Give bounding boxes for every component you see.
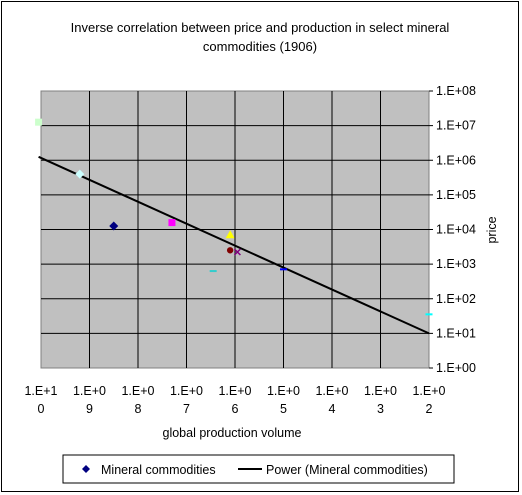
data-points (35, 118, 433, 316)
data-point-x (233, 248, 241, 256)
trendline (38, 155, 430, 335)
data-point-triangle (225, 230, 235, 239)
y-tick-label: 1.E+04 (436, 223, 476, 237)
data-point-diamond (75, 169, 85, 179)
x-tick-label-bottom: 2 (426, 402, 433, 416)
y-tick-label: 1.E+03 (436, 257, 476, 271)
legend-trend-label: Power (Mineral commodities) (266, 463, 428, 477)
y-axis-title: price (485, 216, 499, 243)
y-axis-ticks: 1.E+08 1.E+07 1.E+06 1.E+05 1.E+04 1.E+03 1.E+… (429, 84, 476, 375)
y-tick-label: 1.E+06 (436, 153, 476, 167)
x-tick-label-bottom: 7 (183, 402, 190, 416)
data-point-dash (425, 313, 433, 316)
y-tick-label: 1.E+05 (436, 188, 476, 202)
data-point-dash (209, 270, 217, 273)
x-tick-label-bottom: 4 (329, 402, 336, 416)
x-tick-label-bottom: 6 (232, 402, 239, 416)
trendline-group (38, 155, 430, 335)
x-tick-label-top: 1.E+0 (73, 384, 106, 398)
x-tick-label-top: 1.E+0 (218, 384, 251, 398)
chart-title-line-1: Inverse correlation between price and pr… (71, 20, 450, 35)
data-point-square (35, 118, 43, 126)
chart-title-line-2: commodities (1906) (203, 39, 317, 54)
x-tick-label-top: 1.E+0 (121, 384, 154, 398)
x-tick-label-bottom: 9 (86, 402, 93, 416)
x-tick-label-top: 1.E+0 (315, 384, 348, 398)
data-point-diamond (109, 221, 119, 231)
y-tick-label: 1.E+08 (436, 84, 476, 98)
data-point-square (168, 219, 176, 227)
x-tick-label-top: 1.E+1 (24, 384, 57, 398)
data-point-circle (226, 247, 234, 254)
x-tick-label-top: 1.E+0 (267, 384, 300, 398)
y-tick-label: 1.E+01 (436, 326, 476, 340)
y-tick-label: 1.E+07 (436, 119, 476, 133)
data-point-dash (280, 268, 287, 271)
y-tick-label: 1.E+00 (436, 361, 476, 375)
x-tick-label-bottom: 5 (280, 402, 287, 416)
x-tick-label-top: 1.E+0 (170, 384, 203, 398)
x-tick-label-bottom: 8 (135, 402, 142, 416)
y-tick-label: 1.E+02 (436, 292, 476, 306)
x-axis-title: global production volume (163, 426, 302, 440)
x-tick-label-top: 1.E+0 (364, 384, 397, 398)
gridlines (41, 91, 429, 368)
x-axis-ticks: 1.E+1 0 1.E+0 9 1.E+0 8 1.E+0 7 1.E+0 6 1.E+0 5 1.E+… (24, 384, 445, 416)
x-tick-label-bottom: 0 (38, 402, 45, 416)
legend-series-label: Mineral commodities (101, 463, 216, 477)
legend-diamond-icon (82, 465, 90, 473)
x-tick-label-bottom: 3 (377, 402, 384, 416)
x-tick-label-top: 1.E+0 (412, 384, 445, 398)
